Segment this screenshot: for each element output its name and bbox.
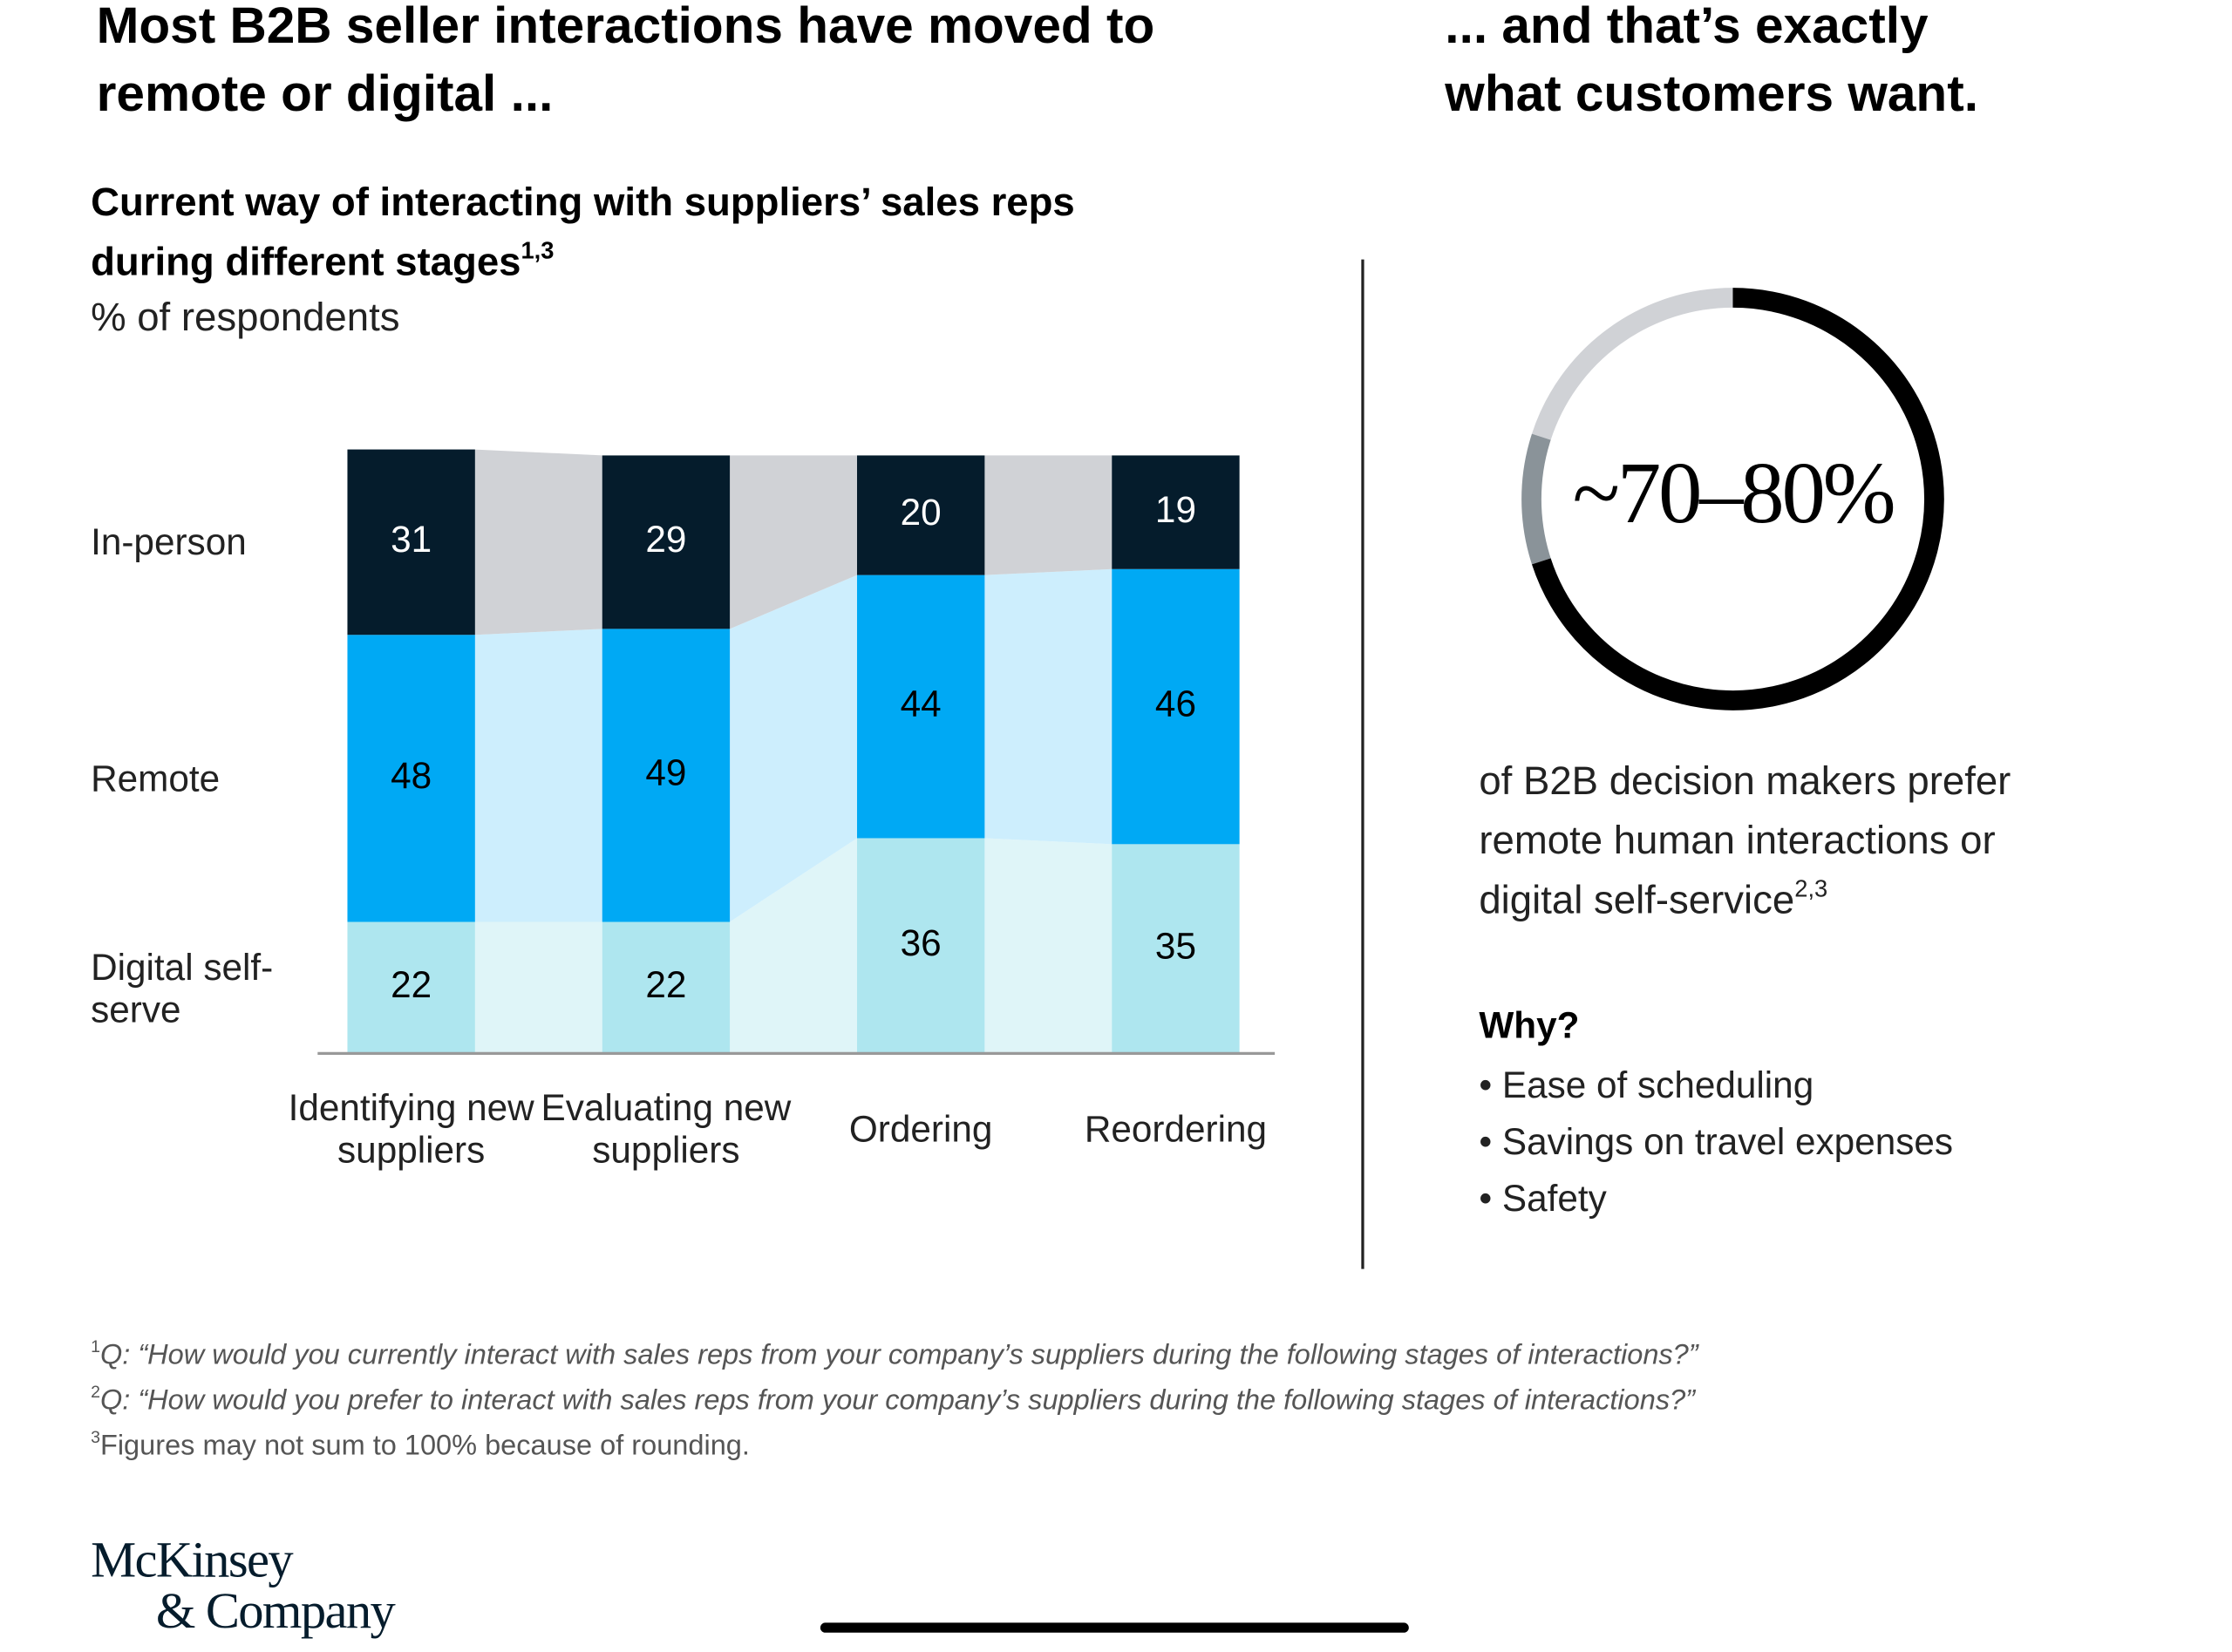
superscript: 2,3 bbox=[1794, 874, 1828, 902]
reason: • Savings on travel expenses bbox=[1479, 1119, 1954, 1163]
value-label: 36 bbox=[901, 922, 942, 963]
x-tick-label: Identifying new suppliers bbox=[288, 1085, 534, 1172]
reason: • Safety bbox=[1479, 1176, 1607, 1220]
value-label: 46 bbox=[1155, 683, 1196, 724]
bar-segment bbox=[602, 455, 731, 629]
reason: • Ease of scheduling bbox=[1479, 1063, 1814, 1106]
value-label: 22 bbox=[391, 964, 432, 1005]
flow-band bbox=[984, 568, 1113, 845]
footnote-text: Figures may not sum to 100% because of r… bbox=[99, 1431, 750, 1462]
reasons: • Ease of scheduling • Savings on travel … bbox=[1479, 1057, 1953, 1227]
bar-segment bbox=[347, 449, 475, 636]
flow-band bbox=[984, 455, 1113, 575]
flow-band bbox=[474, 629, 602, 922]
x-tick-label: Reordering bbox=[1084, 1107, 1268, 1151]
x-tick-label: Evaluating new suppliers bbox=[541, 1085, 792, 1172]
gauge-range bbox=[1521, 433, 1551, 565]
footnote-text: Q: “How would you prefer to interact wit… bbox=[99, 1384, 1696, 1417]
flow-band bbox=[984, 838, 1113, 1054]
value-label: 49 bbox=[645, 752, 686, 793]
footnote-mark: 3 bbox=[91, 1427, 100, 1447]
headline: Most B2B seller interactions have moved … bbox=[96, 0, 1155, 122]
logo: McKinsey & Company bbox=[91, 1531, 396, 1640]
value-label: 44 bbox=[901, 683, 942, 724]
value-label: 35 bbox=[1155, 926, 1196, 967]
legend-label: Digital self-serve bbox=[91, 945, 274, 1030]
gauge-label-bg bbox=[1548, 451, 1912, 551]
flow-band bbox=[730, 455, 857, 629]
x-tick-label: Ordering bbox=[848, 1107, 993, 1151]
footnote: 3Figures may not sum to 100% because of … bbox=[91, 1424, 1698, 1469]
bar-segment bbox=[856, 574, 985, 839]
gauge-track bbox=[1531, 288, 1733, 440]
bar-segment bbox=[1112, 568, 1240, 845]
legend-label: In-person bbox=[91, 520, 247, 564]
callout-text: of B2B decision makers prefer remote hum… bbox=[1479, 751, 2074, 930]
chart-subtitle: % of respondents bbox=[91, 295, 400, 339]
flow-band bbox=[474, 921, 602, 1054]
logo-line: McKinsey bbox=[91, 1531, 294, 1588]
bar-segment bbox=[602, 629, 731, 922]
reason-text: Savings on travel expenses bbox=[1501, 1119, 1954, 1163]
superscript: 1,3 bbox=[521, 237, 555, 264]
bar-segment bbox=[1112, 844, 1240, 1054]
footnote: 1Q: “How would you currently interact wi… bbox=[91, 1333, 1698, 1378]
value-label: 20 bbox=[901, 492, 942, 533]
bar-segment bbox=[602, 921, 731, 1054]
bar-segment bbox=[1112, 455, 1240, 569]
bar-segment bbox=[856, 838, 985, 1054]
footnote-mark: 1 bbox=[91, 1336, 100, 1356]
value-label: 48 bbox=[391, 755, 432, 796]
bar-segment bbox=[347, 635, 475, 922]
logo-line: & Company bbox=[155, 1582, 396, 1640]
legend-label: Remote bbox=[91, 757, 221, 800]
bar-segment bbox=[856, 455, 985, 575]
value-label: 22 bbox=[645, 964, 686, 1005]
value-label: 31 bbox=[391, 519, 432, 560]
reason-text: Ease of scheduling bbox=[1501, 1063, 1814, 1106]
value-label: 19 bbox=[1155, 489, 1196, 530]
flow-band bbox=[730, 838, 857, 1054]
flow-band bbox=[730, 574, 857, 922]
chart-title: Current way of interacting with supplier… bbox=[91, 173, 1140, 292]
gauge-label: ~70–80% bbox=[1573, 444, 1894, 541]
chart-title-text: Current way of interacting with supplier… bbox=[91, 180, 1075, 284]
callout-body: of B2B decision makers prefer remote hum… bbox=[1479, 758, 2011, 922]
bar-segment bbox=[347, 921, 475, 1054]
footnotes: 1Q: “How would you currently interact wi… bbox=[91, 1333, 1698, 1469]
footnote-mark: 2 bbox=[91, 1382, 100, 1402]
footnote: 2Q: “How would you prefer to interact wi… bbox=[91, 1378, 1698, 1424]
headline: ... and that’s exactly what customers wa… bbox=[1445, 0, 1978, 122]
reason-text: Safety bbox=[1501, 1176, 1607, 1220]
gauge-low bbox=[1531, 288, 1944, 710]
flow-band bbox=[474, 449, 602, 636]
footnote-text: Q: “How would you currently interact wit… bbox=[99, 1339, 1698, 1371]
why-title: Why? bbox=[1479, 1003, 1580, 1047]
value-label: 29 bbox=[645, 519, 686, 560]
